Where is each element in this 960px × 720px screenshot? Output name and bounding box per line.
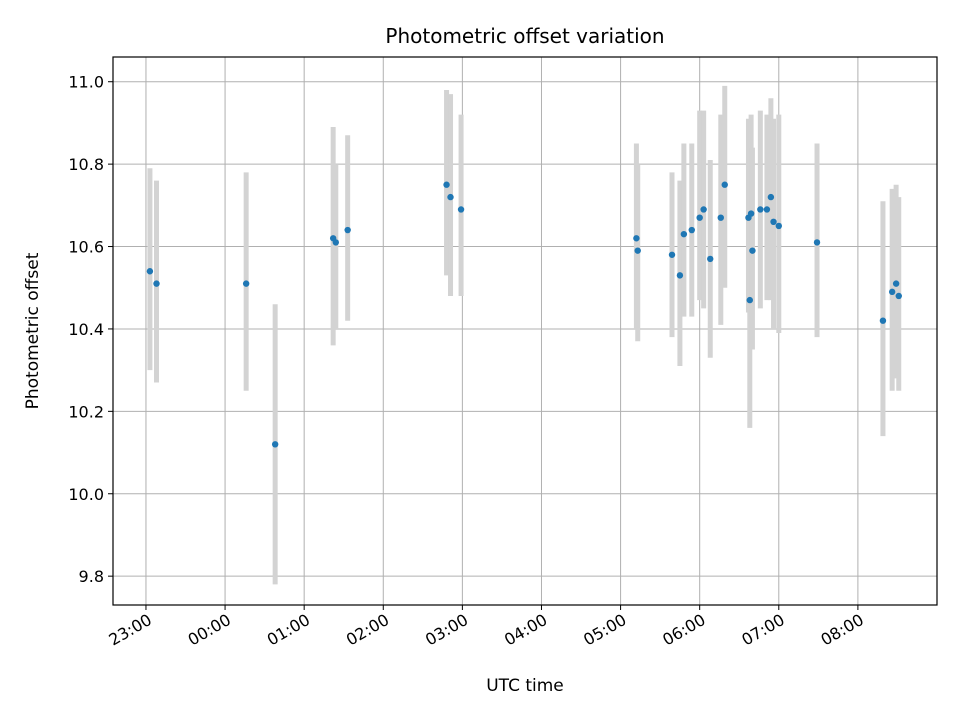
data-point xyxy=(721,181,728,188)
y-tick-label: 10.8 xyxy=(68,155,104,174)
data-point xyxy=(707,255,714,263)
x-axis-label: UTC time xyxy=(486,676,564,696)
data-point xyxy=(895,292,902,300)
data-point xyxy=(633,235,640,242)
data-point xyxy=(746,296,753,304)
data-point xyxy=(457,206,465,213)
data-point xyxy=(676,272,684,279)
data-point xyxy=(879,317,887,324)
data-point xyxy=(770,218,777,226)
data-point xyxy=(700,206,707,213)
data-point xyxy=(767,193,775,201)
data-point xyxy=(146,268,154,275)
data-point xyxy=(747,210,755,217)
data-point xyxy=(634,247,641,254)
y-tick-label: 11.0 xyxy=(68,73,104,92)
data-point xyxy=(443,181,450,188)
y-tick-label: 10.6 xyxy=(68,238,104,257)
data-point xyxy=(668,251,676,258)
data-point xyxy=(271,441,279,448)
data-point xyxy=(757,206,764,213)
data-point xyxy=(813,239,821,246)
y-axis: 9.8 10.0 10.2 10.4 10.6 10.8 11.0 xyxy=(68,73,113,586)
data-point xyxy=(332,239,340,246)
data-point xyxy=(888,288,896,296)
chart-title: Photometric offset variation xyxy=(385,24,664,48)
y-tick-label: 10.0 xyxy=(68,485,104,504)
data-point xyxy=(749,247,756,254)
data-point xyxy=(242,280,250,287)
y-axis-label: Photometric offset xyxy=(23,252,43,409)
y-tick-label: 10.2 xyxy=(68,402,104,421)
data-point xyxy=(680,230,688,238)
data-point xyxy=(763,206,771,213)
data-point xyxy=(775,222,782,230)
data-point xyxy=(688,226,695,234)
data-point xyxy=(892,280,900,287)
data-point xyxy=(717,214,724,221)
data-point xyxy=(344,226,351,234)
y-tick-label: 10.4 xyxy=(68,320,104,339)
data-point xyxy=(696,214,703,221)
data-point xyxy=(153,280,160,287)
y-tick-label: 9.8 xyxy=(79,567,104,586)
plot-frame xyxy=(112,56,938,606)
data-point xyxy=(447,193,454,201)
data-points xyxy=(146,181,902,448)
